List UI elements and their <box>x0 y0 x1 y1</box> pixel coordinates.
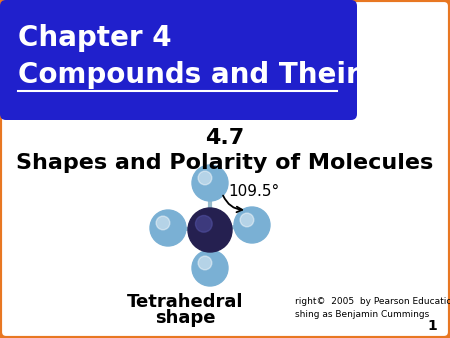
FancyBboxPatch shape <box>0 0 357 120</box>
Circle shape <box>150 210 186 246</box>
Text: 109.5°: 109.5° <box>228 184 279 198</box>
Circle shape <box>188 208 232 252</box>
Circle shape <box>195 216 212 232</box>
Text: Chapter 4: Chapter 4 <box>18 24 171 52</box>
Text: 4.7: 4.7 <box>205 128 245 148</box>
Circle shape <box>192 165 228 201</box>
Circle shape <box>156 216 170 230</box>
Circle shape <box>240 213 254 227</box>
Text: Compounds and Their Bonds: Compounds and Their Bonds <box>18 61 450 89</box>
Text: 1: 1 <box>427 319 437 333</box>
Circle shape <box>198 256 212 270</box>
Circle shape <box>234 207 270 243</box>
Text: Shapes and Polarity of Molecules: Shapes and Polarity of Molecules <box>16 153 434 173</box>
Text: Tetrahedral: Tetrahedral <box>127 293 243 311</box>
Circle shape <box>198 171 212 185</box>
Text: right©  2005  by Pearson Education, Inc.
shing as Benjamin Cummings: right© 2005 by Pearson Education, Inc. s… <box>295 297 450 319</box>
Text: shape: shape <box>155 309 215 327</box>
Circle shape <box>192 250 228 286</box>
